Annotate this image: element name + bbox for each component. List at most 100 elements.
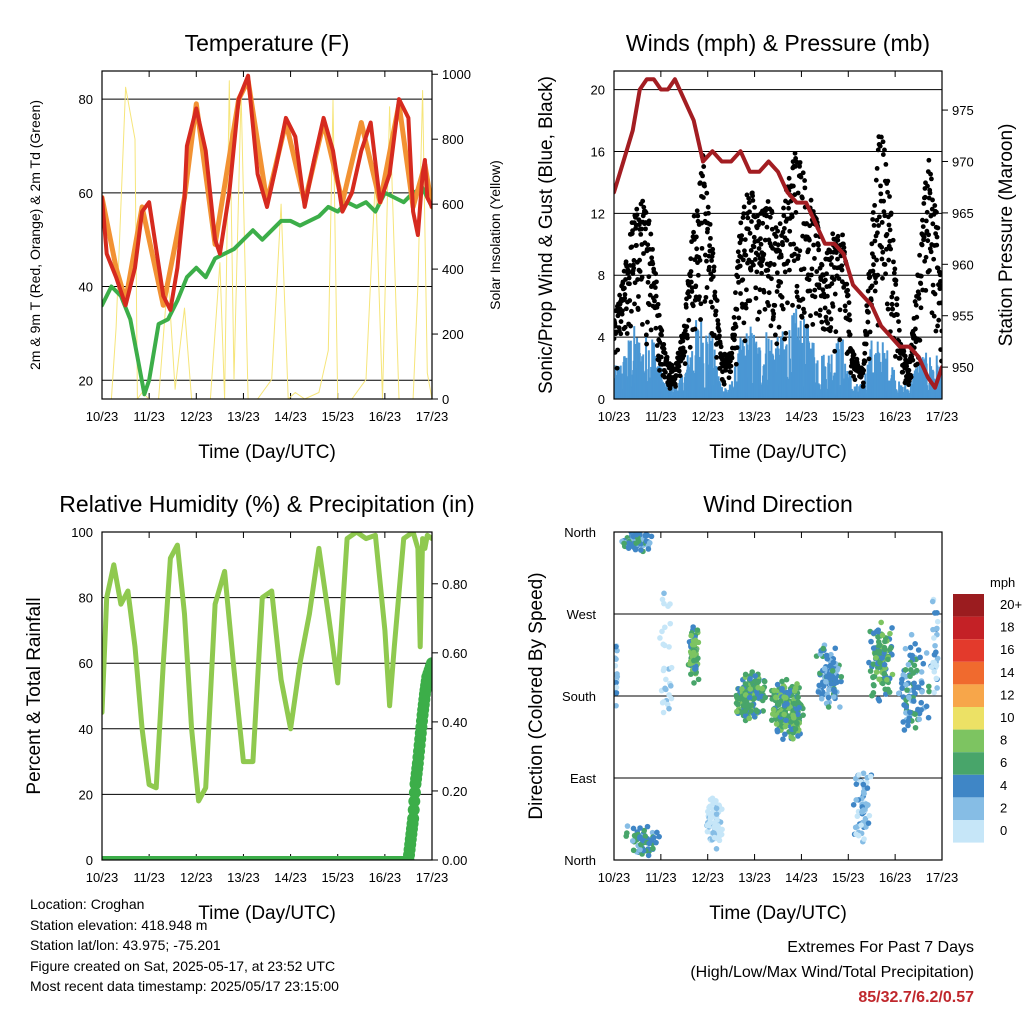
direction-point	[932, 642, 938, 649]
gust-point	[862, 358, 868, 364]
series-solar	[102, 80, 432, 399]
y-tick-label: 0	[598, 392, 605, 407]
direction-point	[630, 825, 637, 832]
y-right-tick-label: 0.80	[442, 577, 467, 592]
direction-point	[690, 624, 696, 630]
direction-point	[866, 659, 872, 666]
direction-point	[771, 687, 777, 694]
chart-title: Wind Direction	[703, 491, 853, 517]
gust-point	[797, 248, 803, 254]
gust-point	[743, 252, 749, 258]
direction-point	[850, 801, 857, 808]
gust-point	[705, 204, 711, 210]
direction-point	[870, 674, 876, 681]
direction-point	[770, 707, 777, 713]
gust-point	[688, 256, 694, 262]
direction-point	[919, 680, 925, 686]
gust-point	[922, 258, 928, 264]
direction-point	[830, 686, 837, 693]
gust-point	[814, 269, 820, 274]
gust-point	[636, 294, 641, 299]
gust-point	[891, 259, 896, 265]
gust-point	[686, 317, 692, 323]
gust-point	[737, 263, 743, 269]
gust-point	[879, 244, 885, 250]
direction-point	[838, 673, 845, 680]
direction-point	[865, 820, 872, 826]
direction-point	[902, 645, 909, 652]
gust-point	[796, 253, 801, 259]
direction-point	[651, 834, 657, 841]
direction-point	[711, 820, 718, 826]
direction-point	[816, 682, 823, 689]
gust-point	[894, 296, 900, 302]
gust-point	[741, 204, 747, 210]
gust-point	[712, 289, 718, 295]
gust-point	[768, 260, 773, 266]
gust-point	[641, 204, 647, 210]
gust-point	[637, 269, 643, 274]
gust-point	[781, 225, 787, 231]
gust-point	[716, 328, 722, 334]
legend-swatch	[953, 639, 984, 662]
direction-point	[735, 695, 742, 701]
gust-point	[816, 247, 822, 253]
legend-swatch	[953, 616, 984, 640]
gust-point	[791, 241, 797, 247]
gust-point	[824, 271, 829, 277]
gust-point	[822, 305, 828, 311]
legend-label: 6	[1000, 755, 1007, 770]
direction-point	[614, 662, 619, 669]
direction-point	[905, 722, 911, 729]
direction-point	[688, 632, 694, 639]
direction-point	[881, 670, 888, 677]
direction-point	[781, 694, 787, 700]
plot-frame	[613, 70, 943, 400]
gust-point	[937, 272, 942, 278]
gust-point	[916, 291, 922, 297]
gust-point	[743, 302, 748, 307]
gust-point	[828, 325, 834, 330]
gust-point	[880, 249, 886, 255]
legend-swatch	[953, 707, 984, 730]
direction-point	[667, 620, 674, 627]
x-tick-label: 14/23	[785, 409, 818, 424]
gust-point	[646, 218, 652, 224]
gust-point	[646, 274, 652, 280]
direction-point	[638, 547, 644, 553]
x-tick-label: 16/23	[369, 870, 402, 885]
gust-point	[690, 303, 696, 309]
gust-point	[877, 143, 883, 149]
gust-point	[873, 177, 879, 183]
gust-point	[808, 197, 814, 203]
direction-point	[795, 711, 801, 718]
direction-point	[858, 822, 864, 828]
direction-point	[853, 797, 860, 803]
direction-point	[879, 632, 886, 639]
direction-point	[878, 619, 884, 626]
gust-point	[806, 277, 812, 283]
legend-swatch	[953, 661, 984, 685]
gust-point	[790, 302, 795, 308]
direction-point	[915, 647, 922, 653]
gust-point	[923, 254, 929, 260]
y-tick-label: North	[564, 853, 596, 868]
legend-swatch	[953, 729, 984, 753]
gust-point	[654, 343, 660, 348]
direction-point	[649, 829, 656, 836]
gust-point	[786, 175, 792, 181]
legend-swatch	[953, 820, 984, 843]
gust-point	[809, 266, 815, 272]
direction-point	[660, 709, 667, 716]
x-axis-label: Time (Day/UTC)	[709, 442, 847, 463]
gust-point	[920, 217, 925, 223]
direction-point	[733, 700, 740, 706]
gust-point	[927, 190, 933, 196]
direction-point	[783, 717, 789, 724]
gust-point	[801, 310, 807, 315]
direction-point	[755, 684, 761, 691]
x-tick-label: 17/23	[926, 870, 959, 885]
gust-point	[756, 246, 762, 251]
direction-point	[902, 666, 909, 673]
gust-point	[777, 221, 783, 227]
